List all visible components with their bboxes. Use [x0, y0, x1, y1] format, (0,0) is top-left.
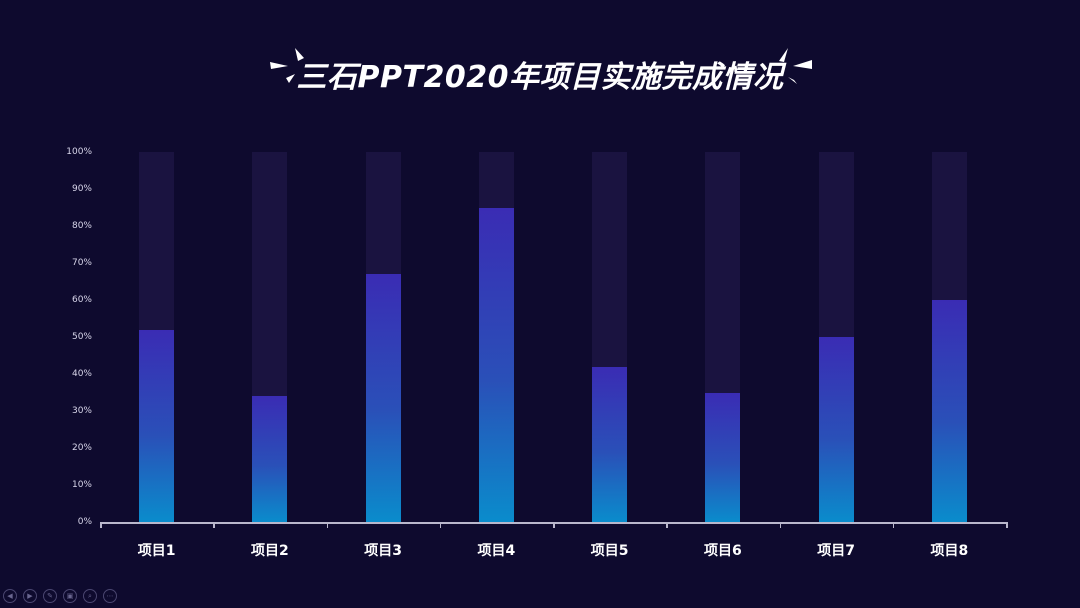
bar-track	[365, 152, 401, 522]
bar	[252, 396, 288, 522]
bar-track	[139, 152, 175, 522]
bar	[139, 329, 175, 522]
chart-title: 三石PPT2020年项目实施完成情况	[296, 60, 784, 95]
y-tick-label: 100%	[66, 147, 92, 157]
more-options-button[interactable]: ⋯	[103, 589, 117, 603]
zoom-button[interactable]: ⌕	[83, 589, 97, 603]
x-tick-mark	[439, 522, 442, 528]
bar-track	[931, 152, 967, 522]
bar-track	[478, 152, 514, 522]
bar	[931, 300, 967, 522]
y-tick-label: 30%	[71, 406, 92, 416]
y-tick-label: 60%	[71, 295, 92, 305]
y-tick-label: 10%	[71, 480, 92, 490]
bar-track	[818, 152, 854, 522]
x-tick-label: 项目7	[817, 543, 855, 559]
x-tick-label: 项目8	[930, 543, 969, 559]
y-tick-label: 20%	[71, 443, 92, 453]
x-tick-mark	[666, 522, 668, 528]
x-tick-label: 项目1	[137, 543, 176, 559]
slideshow-controls: ◀ ▶ ✎ ▣ ⌕ ⋯	[3, 589, 117, 603]
y-tick-label: 50%	[71, 332, 92, 342]
see-all-slides-button[interactable]: ▣	[63, 589, 77, 603]
bar-track	[705, 152, 741, 522]
pen-icon: ✎	[47, 592, 53, 600]
x-tick-mark	[213, 522, 215, 528]
y-tick-label: 40%	[71, 369, 92, 379]
previous-icon: ◀	[7, 592, 13, 600]
next-icon: ▶	[27, 592, 33, 600]
slides-icon: ▣	[66, 592, 74, 600]
more-icon: ⋯	[106, 592, 114, 600]
magnifier-icon: ⌕	[88, 591, 92, 600]
sparkle-decoration-icon	[270, 48, 304, 83]
x-tick-label: 项目3	[364, 543, 402, 559]
bar	[478, 207, 514, 522]
x-tick-mark	[1006, 522, 1008, 528]
bar	[592, 366, 628, 522]
pen-tool-button[interactable]: ✎	[43, 589, 57, 603]
previous-slide-button[interactable]: ◀	[3, 589, 17, 603]
bar-track	[592, 152, 628, 522]
x-tick-label: 项目4	[477, 543, 516, 559]
x-tick-mark	[553, 522, 555, 528]
x-tick-mark	[326, 522, 328, 528]
y-tick-label: 0%	[77, 517, 92, 527]
y-tick-label: 80%	[71, 221, 92, 231]
bar-track	[252, 152, 288, 522]
y-tick-label: 70%	[71, 258, 92, 268]
x-tick-mark	[779, 522, 781, 528]
x-tick-mark	[100, 522, 102, 528]
bar	[818, 337, 854, 522]
x-tick-label: 项目5	[590, 543, 629, 559]
x-tick-mark	[892, 522, 895, 528]
next-slide-button[interactable]: ▶	[23, 589, 37, 603]
bar	[365, 274, 401, 522]
sparkle-decoration-icon	[779, 48, 812, 84]
x-tick-label: 项目6	[704, 543, 742, 559]
x-tick-label: 项目2	[251, 543, 289, 559]
bar	[705, 392, 741, 522]
y-tick-label: 90%	[71, 184, 92, 194]
